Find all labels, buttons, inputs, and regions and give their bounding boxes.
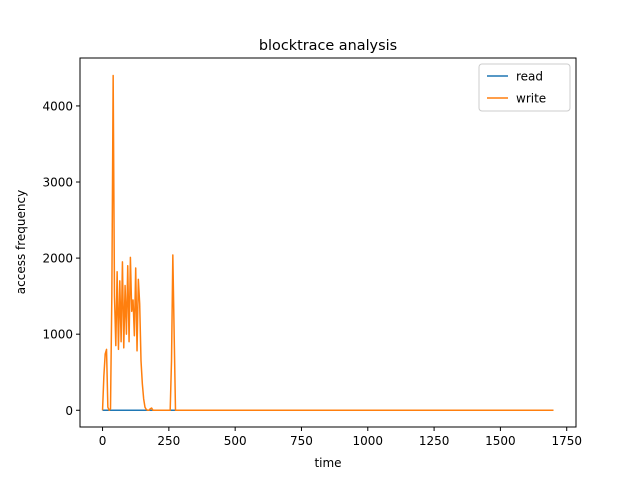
chart-title: blocktrace analysis <box>259 38 397 54</box>
y-axis-label: access frequency <box>14 190 28 294</box>
x-axis-label: time <box>314 456 341 470</box>
plot-area-frame <box>79 57 577 428</box>
x-tick-label: 1000 <box>353 434 384 448</box>
x-axis-ticks: 0 250 500 750 1000 1250 1500 1750 <box>99 427 582 448</box>
x-tick-label: 1500 <box>485 434 516 448</box>
x-tick-label: 250 <box>157 434 180 448</box>
y-tick-label: 4000 <box>42 99 73 113</box>
y-tick-label: 3000 <box>42 176 73 190</box>
x-tick-label: 500 <box>224 434 247 448</box>
plot-lines <box>101 74 554 412</box>
x-tick-label: 1250 <box>419 434 450 448</box>
legend-label-read: read <box>516 70 543 84</box>
x-tick-label: 1750 <box>551 434 582 448</box>
y-tick-label: 2000 <box>42 252 73 266</box>
y-tick-label: 1000 <box>42 328 73 342</box>
legend: read write <box>478 63 571 112</box>
x-tick-label: 0 <box>99 434 107 448</box>
y-tick-label: 0 <box>65 404 73 418</box>
y-axis-ticks: 0 1000 2000 3000 4000 <box>42 99 80 418</box>
x-tick-label: 750 <box>290 434 313 448</box>
legend-label-write: write <box>516 92 546 106</box>
series-line-write <box>101 74 554 412</box>
